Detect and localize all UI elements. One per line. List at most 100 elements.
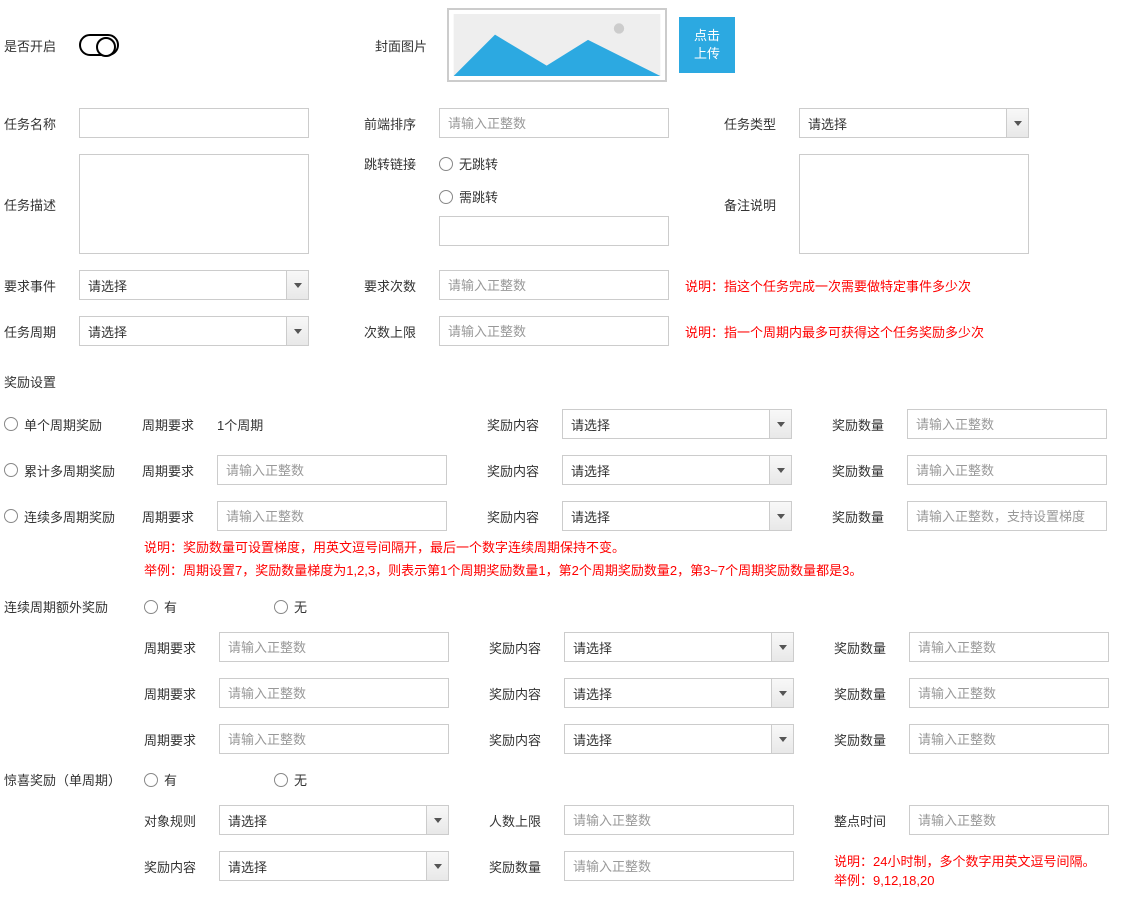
extra-yes-label: 有: [164, 597, 274, 616]
req-val-1: 1个周期: [217, 415, 447, 434]
jump-none-radio[interactable]: [439, 157, 453, 171]
reward-multi-label: 累计多周期奖励: [24, 461, 142, 480]
content-label-3: 奖励内容: [487, 507, 562, 526]
chevron-down-icon: [771, 633, 793, 661]
chevron-down-icon: [771, 725, 793, 753]
desc-textarea[interactable]: [79, 154, 309, 254]
sort-label: 前端排序: [364, 114, 439, 133]
task-name-input[interactable]: [79, 108, 309, 138]
reward-multi-radio[interactable]: [4, 463, 18, 477]
qty-label-2: 奖励数量: [832, 461, 907, 480]
jump-yes-radio[interactable]: [439, 190, 453, 204]
cont-note-2: 举例：周期设置7，奖励数量梯度为1,2,3，则表示第1个周期奖励数量1，第2个周…: [144, 560, 1125, 579]
req-input-e1[interactable]: [219, 632, 449, 662]
req-label-e3: 周期要求: [144, 730, 219, 749]
content-label-e3: 奖励内容: [489, 730, 564, 749]
remark-textarea[interactable]: [799, 154, 1029, 254]
req-label-2: 周期要求: [142, 461, 217, 480]
content-select-e2[interactable]: 请选择: [564, 678, 794, 708]
qty-label-e3: 奖励数量: [834, 730, 909, 749]
reward-single-label: 单个周期奖励: [24, 415, 142, 434]
surprise-label: 惊喜奖励（单周期）: [4, 770, 144, 789]
extra-label: 连续周期额外奖励: [4, 597, 144, 616]
enable-label: 是否开启: [4, 36, 79, 55]
surprise-content-select[interactable]: 请选择: [219, 851, 449, 881]
qty-input-e1[interactable]: [909, 632, 1109, 662]
cont-note-1: 说明：奖励数量可设置梯度，用英文逗号间隔开，最后一个数字连续周期保持不变。: [144, 537, 1125, 556]
jump-yes-label: 需跳转: [459, 187, 498, 206]
content-select-2[interactable]: 请选择: [562, 455, 792, 485]
chevron-down-icon: [769, 456, 791, 484]
extra-yes-radio[interactable]: [144, 600, 158, 614]
surprise-note-2: 举例：9,12,18,20: [834, 870, 1095, 889]
event-select-text: 请选择: [88, 276, 127, 295]
event-select[interactable]: 请选择: [79, 270, 309, 300]
surprise-no-label: 无: [294, 770, 307, 789]
surprise-yes-label: 有: [164, 770, 274, 789]
count-input[interactable]: [439, 270, 669, 300]
qty-label-1: 奖励数量: [832, 415, 907, 434]
qty-label-3: 奖励数量: [832, 507, 907, 526]
surprise-no-radio[interactable]: [274, 773, 288, 787]
surprise-qty-label: 奖励数量: [489, 851, 564, 876]
reward-single-radio[interactable]: [4, 417, 18, 431]
content-label-e2: 奖励内容: [489, 684, 564, 703]
cover-label: 封面图片: [375, 36, 427, 55]
surprise-content-label: 奖励内容: [144, 851, 219, 876]
req-input-e3[interactable]: [219, 724, 449, 754]
content-select-e1[interactable]: 请选择: [564, 632, 794, 662]
type-label: 任务类型: [724, 114, 799, 133]
qty-input-2[interactable]: [907, 455, 1107, 485]
upload-l1: 点击: [694, 27, 720, 45]
req-input-2[interactable]: [217, 455, 447, 485]
limit-label: 次数上限: [364, 322, 439, 341]
req-label-e2: 周期要求: [144, 684, 219, 703]
time-input[interactable]: [909, 805, 1109, 835]
qty-label-e1: 奖励数量: [834, 638, 909, 657]
req-label-3: 周期要求: [142, 507, 217, 526]
upload-button[interactable]: 点击 上传: [679, 17, 735, 73]
task-name-label: 任务名称: [4, 114, 79, 133]
type-select-text: 请选择: [808, 114, 847, 133]
remark-label: 备注说明: [724, 195, 799, 214]
sort-input[interactable]: [439, 108, 669, 138]
reward-cont-radio[interactable]: [4, 509, 18, 523]
chevron-down-icon: [1006, 109, 1028, 137]
surprise-qty-input[interactable]: [564, 851, 794, 881]
enable-toggle[interactable]: [79, 34, 119, 56]
people-label: 人数上限: [489, 811, 564, 830]
cycle-label: 任务周期: [4, 322, 79, 341]
cycle-select[interactable]: 请选择: [79, 316, 309, 346]
req-input-e2[interactable]: [219, 678, 449, 708]
content-select-3[interactable]: 请选择: [562, 501, 792, 531]
surprise-yes-radio[interactable]: [144, 773, 158, 787]
extra-no-radio[interactable]: [274, 600, 288, 614]
content-label-1: 奖励内容: [487, 415, 562, 434]
jump-input[interactable]: [439, 216, 669, 246]
content-select-1[interactable]: 请选择: [562, 409, 792, 439]
content-label-2: 奖励内容: [487, 461, 562, 480]
chevron-down-icon: [286, 317, 308, 345]
type-select[interactable]: 请选择: [799, 108, 1029, 138]
req-label-e1: 周期要求: [144, 638, 219, 657]
chevron-down-icon: [426, 852, 448, 880]
content-select-e3[interactable]: 请选择: [564, 724, 794, 754]
qty-input-e2[interactable]: [909, 678, 1109, 708]
qty-label-e2: 奖励数量: [834, 684, 909, 703]
limit-input[interactable]: [439, 316, 669, 346]
rule-label: 对象规则: [144, 811, 219, 830]
qty-input-3[interactable]: [907, 501, 1107, 531]
cover-placeholder: [447, 8, 667, 82]
qty-input-e3[interactable]: [909, 724, 1109, 754]
chevron-down-icon: [769, 410, 791, 438]
chevron-down-icon: [769, 502, 791, 530]
rule-select[interactable]: 请选择: [219, 805, 449, 835]
req-input-3[interactable]: [217, 501, 447, 531]
time-label: 整点时间: [834, 811, 909, 830]
upload-l2: 上传: [694, 45, 720, 63]
event-label: 要求事件: [4, 276, 79, 295]
surprise-note-1: 说明：24小时制，多个数字用英文逗号间隔。: [834, 851, 1095, 870]
jump-none-label: 无跳转: [459, 154, 498, 173]
people-input[interactable]: [564, 805, 794, 835]
qty-input-1[interactable]: [907, 409, 1107, 439]
